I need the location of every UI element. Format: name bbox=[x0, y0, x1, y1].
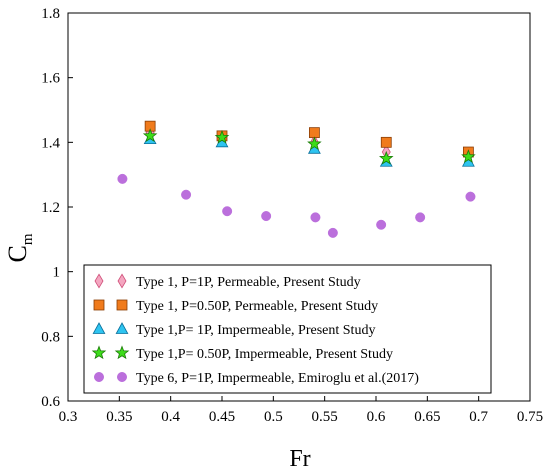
legend-item: Type 1, P=0.50P, Permeable, Present Stud… bbox=[93, 299, 378, 314]
y-tick-label: 1.4 bbox=[41, 135, 60, 151]
x-axis-title: Fr bbox=[289, 446, 310, 472]
data-point-circle bbox=[222, 206, 233, 217]
data-point-square bbox=[308, 127, 320, 139]
y-axis-title-main: C bbox=[3, 245, 32, 262]
legend-label: Type 1, P=1P, Permeable, Present Study bbox=[136, 275, 361, 290]
x-tick-label: 0.5 bbox=[264, 409, 283, 425]
data-point-square bbox=[380, 136, 392, 148]
x-tick-label: 0.4 bbox=[161, 409, 180, 425]
data-point-star bbox=[142, 128, 158, 143]
y-axis-title-subscript: m bbox=[20, 233, 36, 245]
legend-item: Type 1,P= 0.50P, Impermeable, Present St… bbox=[91, 345, 393, 362]
legend-marker-circle bbox=[117, 372, 127, 382]
legend-label: Type 1,P= 1P, Impermeable, Present Study bbox=[136, 323, 375, 338]
x-tick-label: 0.45 bbox=[209, 409, 235, 425]
legend-marker-square bbox=[116, 299, 128, 311]
legend-marker-star bbox=[91, 345, 107, 360]
x-tick-label: 0.7 bbox=[469, 409, 488, 425]
y-tick-label: 1.6 bbox=[41, 71, 60, 87]
legend-marker-diamond bbox=[94, 273, 104, 289]
data-point-circle bbox=[117, 173, 128, 184]
tick-group: 0.3 0.35 0.4 0.45 0.5 0.55 0.6 0.65 0.7 0.75 0.6 0.… bbox=[41, 6, 543, 425]
data-point-circle bbox=[181, 189, 192, 200]
points-group bbox=[117, 120, 476, 238]
data-point-star bbox=[214, 129, 230, 144]
data-point-circle bbox=[376, 219, 387, 230]
legend-label: Type 6, P=1P, Impermeable, Emiroglu et a… bbox=[136, 371, 419, 386]
x-tick-label: 0.6 bbox=[367, 409, 386, 425]
legend-box bbox=[83, 264, 492, 394]
data-point-star bbox=[461, 149, 476, 164]
data-point-circle bbox=[310, 212, 321, 223]
y-axis-title: Cm bbox=[3, 233, 36, 262]
y-tick-label: 0.6 bbox=[41, 394, 60, 410]
y-tick-label: 1 bbox=[53, 265, 61, 281]
legend-label: Type 1,P= 0.50P, Impermeable, Present St… bbox=[136, 347, 393, 362]
data-point-circle bbox=[415, 212, 426, 223]
legend-marker-triangle bbox=[115, 322, 129, 334]
data-point-circle bbox=[327, 227, 338, 238]
data-point-star bbox=[307, 136, 322, 151]
x-tick-label: 0.3 bbox=[59, 409, 78, 425]
data-point-circle bbox=[261, 211, 272, 222]
legend-label: Type 1, P=0.50P, Permeable, Present Stud… bbox=[136, 299, 378, 314]
x-tick-label: 0.55 bbox=[312, 409, 338, 425]
legend-marker-square bbox=[93, 299, 105, 311]
legend-item: Type 1,P= 1P, Impermeable, Present Study bbox=[92, 322, 375, 338]
legend-item: Type 1, P=1P, Permeable, Present Study bbox=[94, 273, 361, 290]
x-tick-label: 0.65 bbox=[414, 409, 440, 425]
x-tick-label: 0.35 bbox=[106, 409, 132, 425]
legend-item: Type 6, P=1P, Impermeable, Emiroglu et a… bbox=[94, 371, 419, 386]
data-point-star bbox=[379, 150, 394, 165]
legend-marker-diamond bbox=[117, 273, 127, 289]
legend-marker-circle bbox=[94, 372, 104, 382]
x-tick-label: 0.75 bbox=[517, 409, 543, 425]
y-tick-label: 0.8 bbox=[41, 329, 60, 345]
y-tick-label: 1.2 bbox=[41, 200, 60, 216]
legend-marker-star bbox=[114, 345, 130, 360]
y-tick-label: 1.8 bbox=[41, 6, 60, 22]
legend: Type 1, P=1P, Permeable, Present Study Ty… bbox=[83, 264, 492, 394]
legend-marker-triangle bbox=[92, 322, 106, 334]
data-point-circle bbox=[465, 191, 476, 202]
